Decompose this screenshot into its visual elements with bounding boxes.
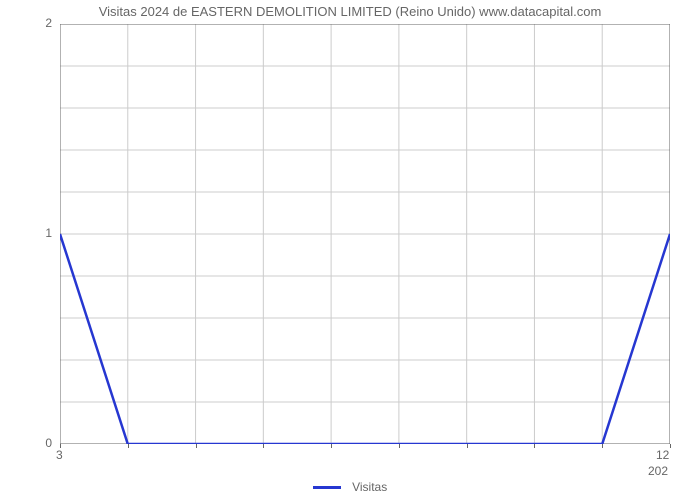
- chart-container: Visitas 2024 de EASTERN DEMOLITION LIMIT…: [0, 0, 700, 500]
- x-tick-mark: [196, 444, 197, 448]
- x-tick-mark: [331, 444, 332, 448]
- y-tick-label: 1: [45, 226, 52, 240]
- y-tick-label: 0: [45, 436, 52, 450]
- legend: Visitas: [0, 480, 700, 494]
- x-tick-mark: [263, 444, 264, 448]
- x-tick-mark: [670, 444, 671, 448]
- chart-title: Visitas 2024 de EASTERN DEMOLITION LIMIT…: [0, 0, 700, 21]
- y-tick-label: 2: [45, 16, 52, 30]
- plot-svg: [60, 24, 670, 444]
- x-tick-label: 3: [56, 448, 63, 462]
- x-tick-mark: [399, 444, 400, 448]
- x-tick-mark: [534, 444, 535, 448]
- horizontal-gridlines: [60, 24, 670, 444]
- x-axis-sublabel: 202: [648, 464, 668, 478]
- plot-area: [60, 24, 670, 444]
- x-tick-label: 12: [656, 448, 669, 462]
- x-tick-mark: [467, 444, 468, 448]
- x-tick-mark: [602, 444, 603, 448]
- data-line: [60, 234, 670, 444]
- legend-label: Visitas: [352, 480, 387, 494]
- x-tick-mark: [128, 444, 129, 448]
- legend-swatch: [313, 486, 341, 489]
